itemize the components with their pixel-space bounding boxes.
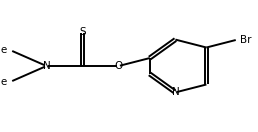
Text: Br: Br — [240, 35, 252, 45]
Text: N: N — [43, 61, 50, 71]
Text: Me: Me — [0, 45, 8, 55]
Text: O: O — [115, 61, 123, 71]
Text: N: N — [172, 87, 179, 97]
Text: Me: Me — [0, 77, 8, 87]
Text: S: S — [79, 27, 86, 37]
